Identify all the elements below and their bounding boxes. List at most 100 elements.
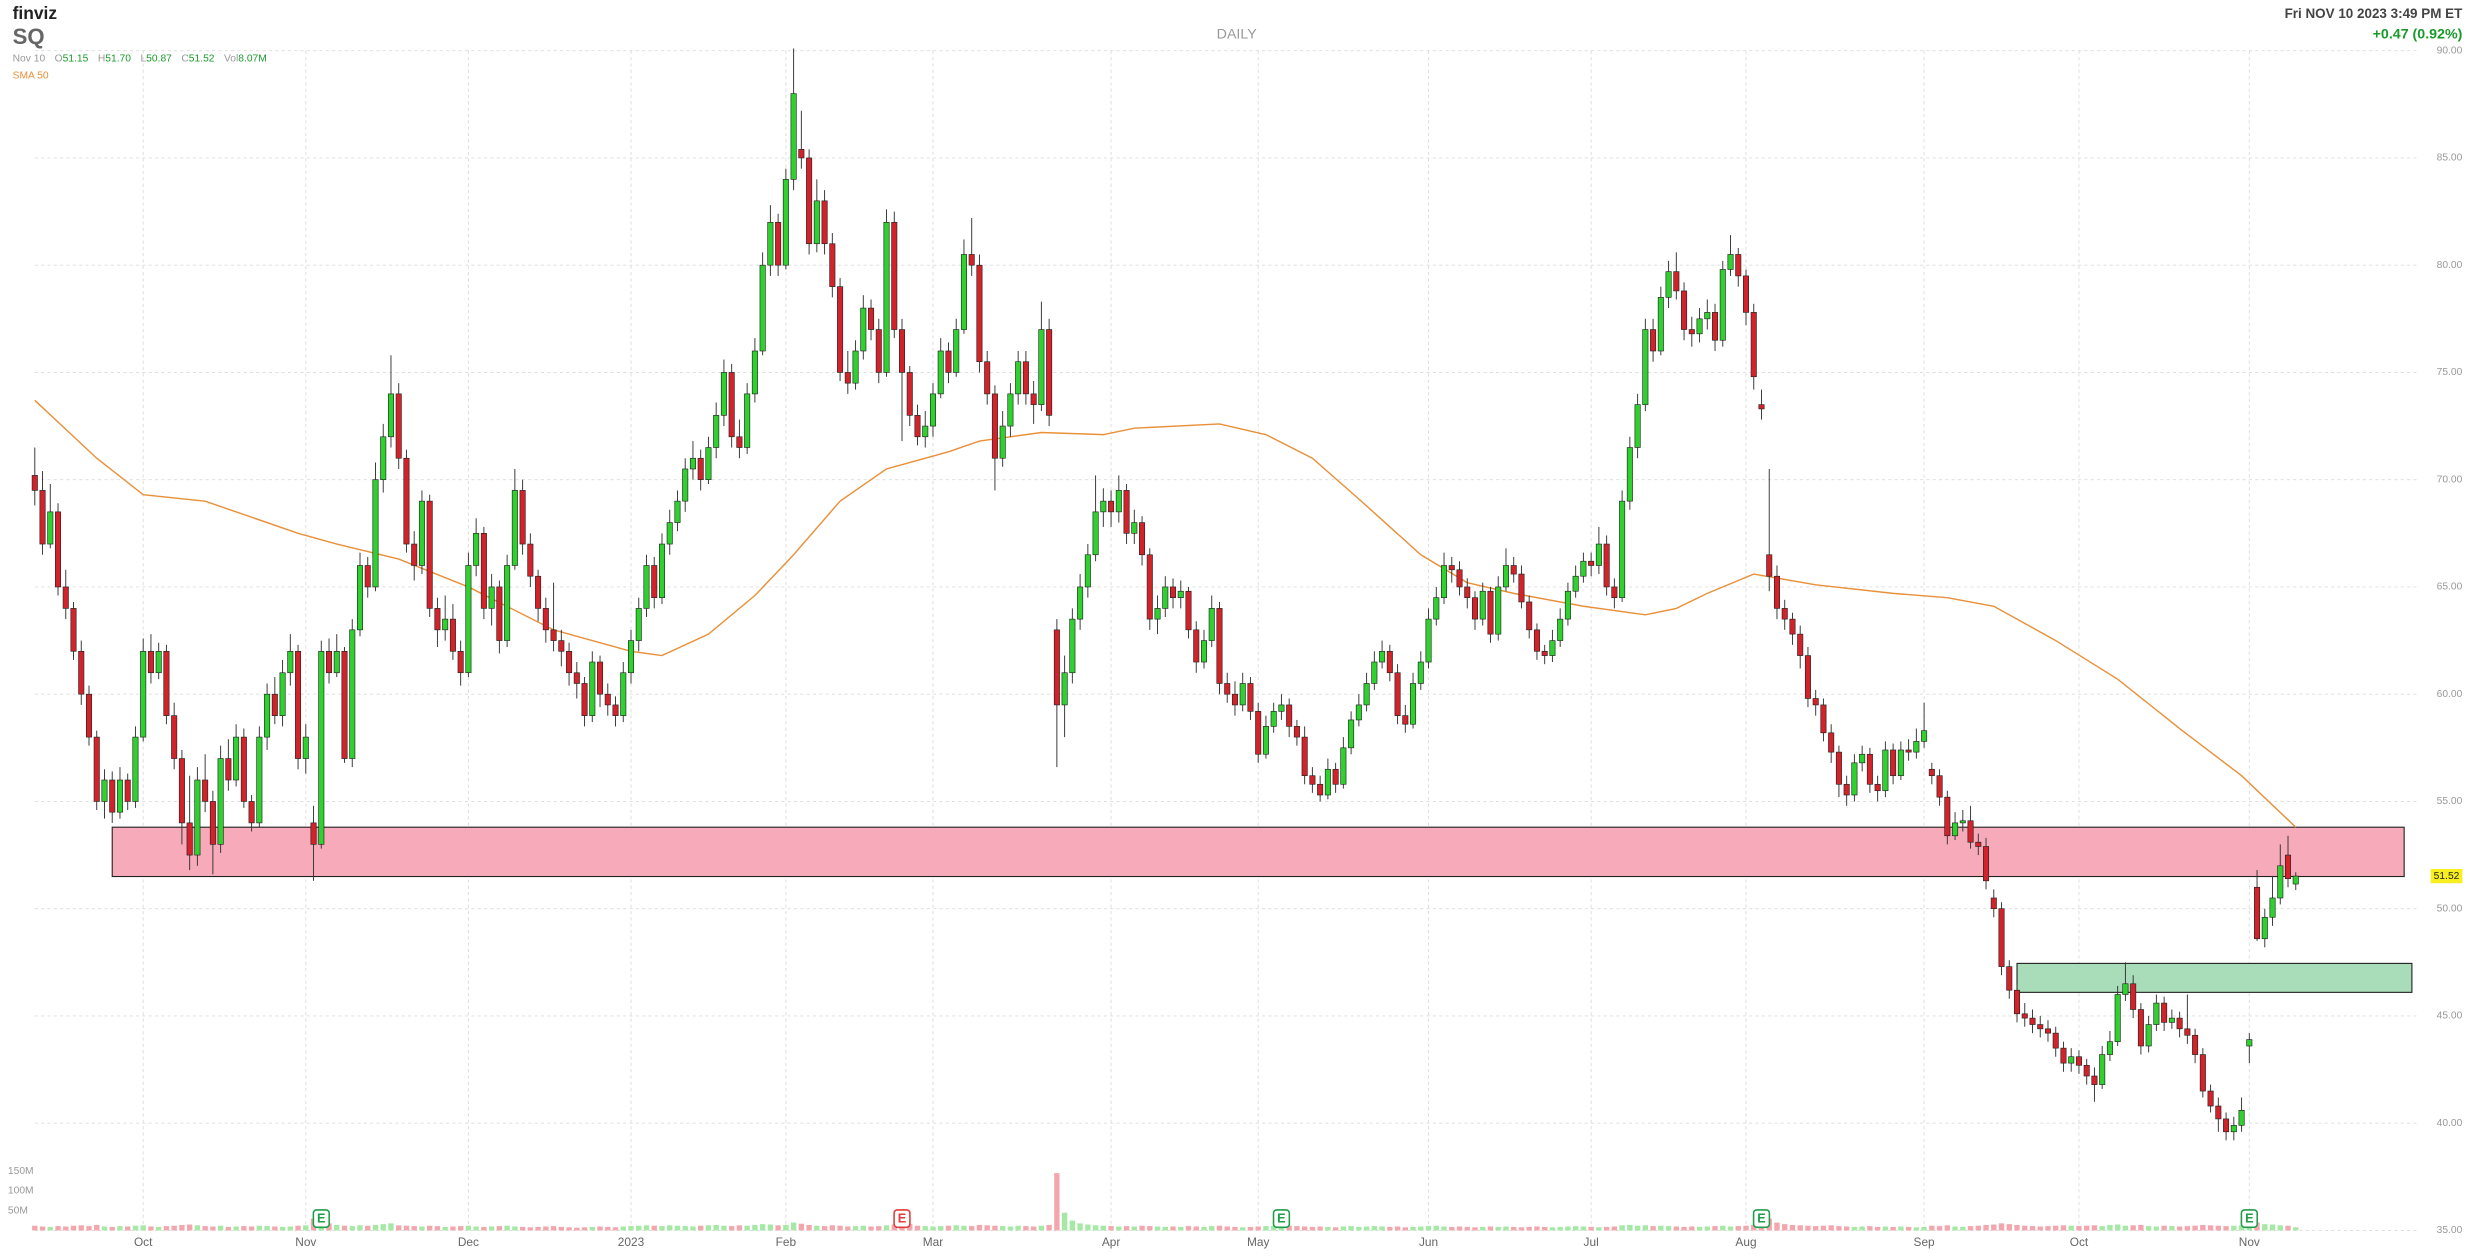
candle-body	[2021, 1013, 2028, 1019]
candle-body	[566, 650, 573, 674]
volume-bar	[1712, 1226, 1718, 1231]
volume-bar	[1727, 1226, 1734, 1231]
volume-bar	[70, 1225, 77, 1231]
candle-body	[93, 736, 100, 802]
candle-body	[635, 608, 642, 641]
volume-bar	[643, 1225, 650, 1231]
candle-body	[1061, 672, 1068, 706]
candle-body	[2161, 1002, 2168, 1023]
y-tick-label: 75.00	[2437, 367, 2463, 378]
candle-body	[1735, 254, 1742, 277]
candle-body	[1859, 753, 1866, 764]
last-price-label: 51.52	[2434, 871, 2460, 882]
candle-body	[411, 543, 418, 566]
quote-date: Nov 10	[13, 53, 46, 64]
candle-body	[953, 329, 960, 373]
volume-bar	[55, 1226, 61, 1231]
candle-body	[929, 393, 936, 427]
volume-bar	[2045, 1226, 2051, 1231]
candle-body	[1309, 775, 1316, 785]
candle-body	[1541, 650, 1548, 656]
candle-body	[2215, 1105, 2222, 1120]
volume-bar	[1232, 1226, 1238, 1231]
volume-bar	[1301, 1226, 1308, 1231]
volume-bar	[47, 1226, 53, 1231]
y-tick-label: 80.00	[2437, 260, 2463, 271]
volume-bar	[1704, 1226, 1710, 1231]
volume-bar	[1882, 1226, 1889, 1231]
candle-body	[39, 490, 46, 545]
quote-value: 51.52	[189, 53, 215, 64]
volume-bar	[1565, 1226, 1571, 1231]
candle-body	[1247, 683, 1254, 712]
volume-bar	[349, 1226, 355, 1231]
candle-body	[1046, 329, 1053, 416]
volume-bar	[1774, 1222, 1780, 1231]
volume-bar	[1139, 1225, 1145, 1231]
volume-bar	[1782, 1224, 1788, 1231]
candle-body	[2277, 865, 2284, 899]
candle-body	[395, 393, 402, 459]
candle-body	[1936, 775, 1943, 798]
volume-bar	[852, 1226, 859, 1231]
x-tick-label: Nov	[2239, 1235, 2260, 1249]
x-tick-label: Dec	[458, 1235, 479, 1249]
volume-bar	[721, 1225, 727, 1231]
volume-bar	[1805, 1225, 1811, 1231]
candle-body	[1998, 908, 2005, 967]
candle-body	[1255, 711, 1262, 755]
candle-body	[1270, 711, 1277, 727]
candle-body	[473, 533, 480, 566]
candle-body	[1719, 269, 1726, 341]
volume-bar	[1030, 1226, 1037, 1231]
candle-body	[713, 415, 720, 448]
volume-bar	[2114, 1224, 2121, 1231]
volume-bar	[1108, 1226, 1114, 1231]
candle-body	[155, 650, 162, 674]
volume-bar	[2122, 1225, 2129, 1231]
x-tick-label: Feb	[776, 1235, 797, 1249]
candle-body	[589, 661, 596, 716]
volume-bar	[1913, 1227, 1920, 1231]
candle-body	[1773, 575, 1780, 609]
volume-bar	[1681, 1226, 1687, 1231]
candle-body	[163, 650, 170, 716]
candle-body	[1123, 490, 1130, 534]
candle-body	[140, 650, 147, 738]
volume-bar	[248, 1226, 255, 1231]
volume-bar	[403, 1225, 410, 1231]
candle-body	[968, 254, 975, 266]
candle-body	[442, 618, 449, 631]
volume-bar	[1487, 1226, 1494, 1231]
candle-body	[542, 608, 549, 631]
candle-body	[1758, 404, 1765, 410]
volume-bar	[32, 1225, 38, 1231]
volume-bar	[1526, 1226, 1532, 1231]
candle-body	[806, 157, 813, 245]
volume-bar	[829, 1225, 836, 1231]
quote-value: 50.87	[146, 53, 172, 64]
candle-body	[1626, 447, 1633, 502]
volume-bar	[1898, 1226, 1904, 1231]
volume-bar	[372, 1224, 379, 1231]
volume-bar	[1348, 1226, 1354, 1231]
candle-body	[1619, 500, 1626, 598]
volume-bar	[1425, 1226, 1432, 1231]
event-badge	[893, 1209, 911, 1229]
volume-bar	[1147, 1226, 1153, 1231]
volume-bar	[581, 1227, 588, 1231]
candle-body	[883, 221, 890, 373]
volume-bar	[1332, 1227, 1339, 1231]
volume-bar	[1673, 1226, 1680, 1231]
volume-bar	[2084, 1225, 2090, 1231]
quote-value: 51.70	[105, 53, 131, 64]
candle-body	[1928, 768, 1935, 777]
candle-body	[1100, 500, 1107, 513]
volume-bar	[186, 1224, 193, 1231]
volume-bar	[744, 1225, 750, 1231]
candle-body	[55, 511, 62, 588]
candle-body	[349, 629, 356, 759]
candle-body	[1084, 554, 1091, 588]
candle-body	[550, 629, 557, 641]
volume-bar	[1170, 1226, 1176, 1231]
